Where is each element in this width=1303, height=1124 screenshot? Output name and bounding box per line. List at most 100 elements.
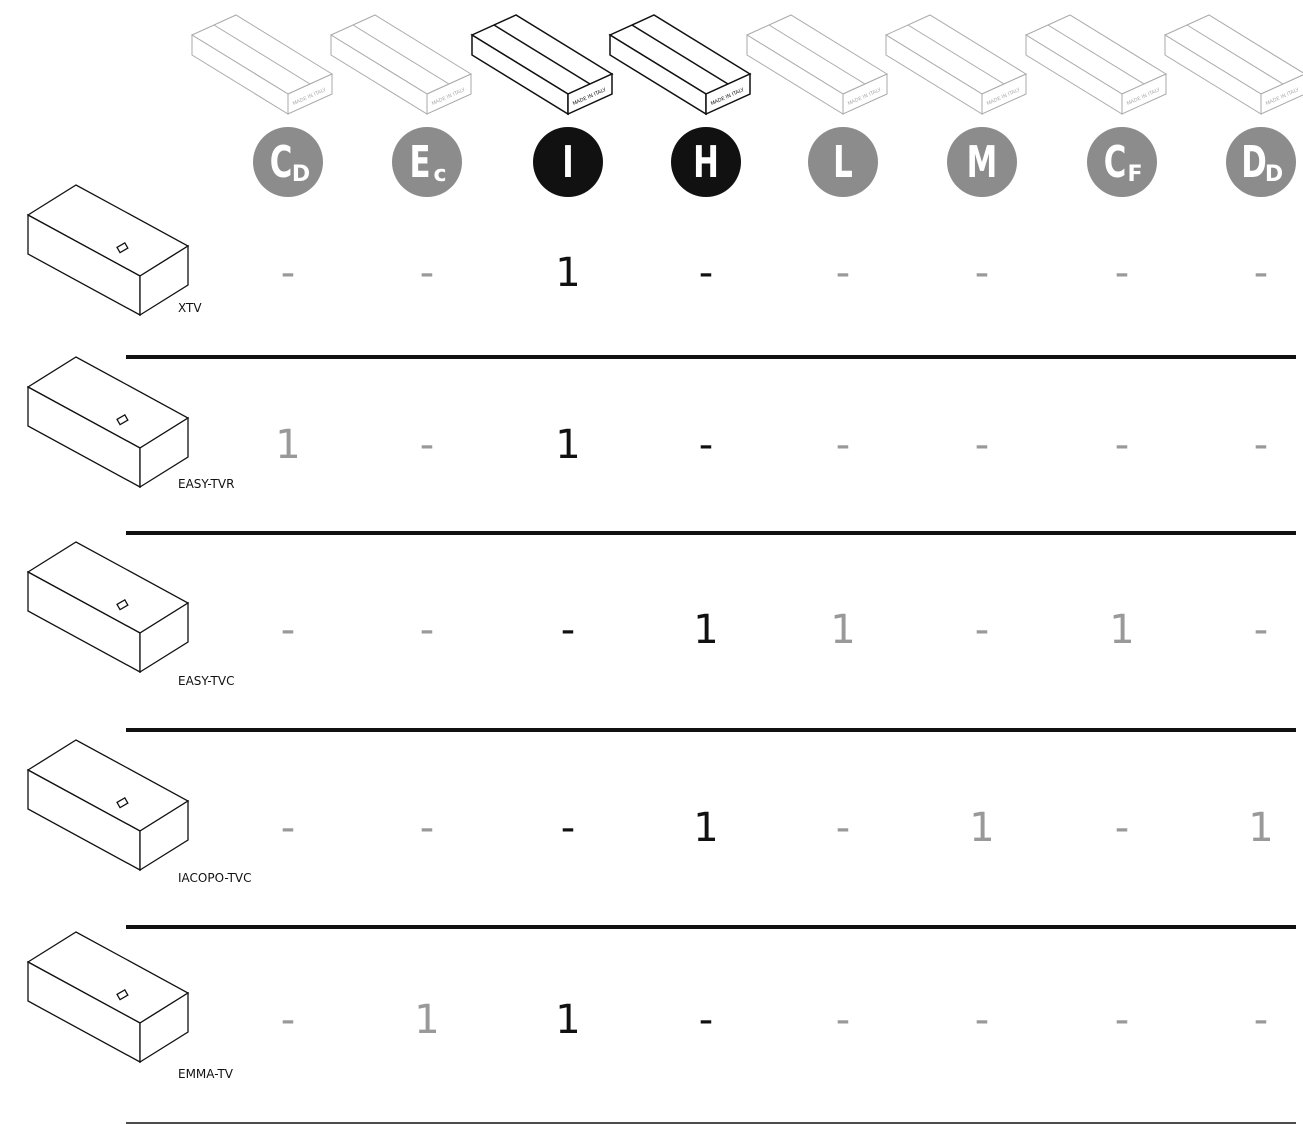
cell-value: - [1115, 422, 1129, 468]
box-side [567, 72, 613, 116]
box-side [287, 73, 333, 115]
cell-value: 1 [555, 422, 580, 468]
row-label: EMMA-TV [178, 1067, 234, 1081]
cell-value: 1 [969, 805, 994, 851]
cell-value: 1 [275, 422, 300, 468]
cell-value: - [1115, 250, 1129, 296]
box-side [1260, 74, 1303, 115]
box-side [981, 73, 1027, 115]
cabinet-side [139, 416, 189, 489]
box-icon [190, 14, 334, 115]
cell-value: - [699, 250, 713, 296]
box-icon [1024, 14, 1168, 115]
box-icon [608, 14, 752, 116]
badge-sub: D [292, 162, 310, 187]
cell-value: - [699, 422, 713, 468]
row-label: IACOPO-TVC [178, 871, 252, 885]
badge-letter: L [833, 137, 853, 188]
cell-value: 1 [555, 250, 580, 296]
cell-value: - [836, 250, 850, 296]
badge [533, 127, 603, 197]
cell-value: 1 [693, 607, 718, 653]
cell-value: - [420, 805, 434, 851]
box-icon [884, 14, 1028, 115]
cell-value: - [281, 805, 295, 851]
furniture-drawing [26, 739, 190, 872]
cell-value: 1 [693, 805, 718, 851]
box-side [1121, 73, 1167, 115]
box-icon [745, 14, 889, 115]
box-tape [352, 24, 450, 85]
cell-value: 1 [1248, 805, 1273, 851]
cell-value: - [420, 422, 434, 468]
badge-letter: C [1104, 137, 1127, 188]
cabinet-handle [116, 599, 129, 611]
cabinet-side [139, 244, 189, 317]
box-tape [907, 24, 1005, 85]
cell-value: - [975, 250, 989, 296]
cabinet-handle [116, 242, 129, 254]
cabinet-side [139, 799, 189, 872]
cell-value: - [281, 997, 295, 1043]
cell-value: 1 [1109, 607, 1134, 653]
furniture-drawing [26, 184, 190, 317]
cell-value: - [1115, 997, 1129, 1043]
cell-value: - [1115, 805, 1129, 851]
row-label: EASY-TVR [178, 477, 234, 491]
box-icon [329, 14, 473, 115]
cell-value: - [975, 607, 989, 653]
cabinet-handle [116, 414, 129, 426]
cell-value: 1 [830, 607, 855, 653]
cell-value: 1 [414, 997, 439, 1043]
cell-value: 1 [555, 997, 580, 1043]
furniture-drawing [26, 356, 190, 489]
cell-value: - [561, 607, 575, 653]
cell-value: - [420, 607, 434, 653]
cell-value: - [1254, 997, 1268, 1043]
badge [253, 127, 323, 197]
row-label: XTV [178, 301, 202, 315]
box-tape [631, 24, 729, 85]
box-tape [1047, 24, 1145, 85]
cell-value: - [1254, 422, 1268, 468]
box-icon [1163, 14, 1303, 115]
box-side [705, 72, 751, 116]
cell-value: - [281, 250, 295, 296]
badge [671, 127, 741, 197]
cell-value: - [836, 422, 850, 468]
cell-value: - [420, 250, 434, 296]
badge [1087, 127, 1157, 197]
furniture-drawing [26, 541, 190, 674]
cell-value: - [1254, 607, 1268, 653]
cell-value: - [975, 997, 989, 1043]
box-tape [1186, 24, 1284, 85]
badge [1226, 127, 1296, 197]
badge [947, 127, 1017, 197]
cell-value: - [836, 805, 850, 851]
cell-value: - [699, 997, 713, 1043]
badge-letter: H [693, 137, 719, 188]
badge-sub: D [1265, 162, 1283, 187]
badge [808, 127, 878, 197]
badge-sub: c [433, 162, 446, 187]
cabinet-handle [116, 989, 129, 1001]
badge-letter: E [409, 137, 430, 188]
badge [392, 127, 462, 197]
cell-value: - [1254, 250, 1268, 296]
box-side [842, 73, 888, 115]
badge-letter: D [1241, 137, 1267, 188]
cell-value: - [836, 997, 850, 1043]
box-icon [470, 14, 614, 116]
cell-value: - [561, 805, 575, 851]
cabinet-handle [116, 797, 129, 809]
badge-letter: M [967, 137, 998, 188]
badge-letter: I [562, 137, 573, 188]
box-tape [493, 24, 591, 85]
box-tape [213, 24, 311, 85]
box-tape [768, 24, 866, 85]
furniture-drawing [26, 931, 190, 1064]
cabinet-side [139, 991, 189, 1064]
row-label: EASY-TVC [178, 674, 234, 688]
box-side [426, 73, 472, 115]
